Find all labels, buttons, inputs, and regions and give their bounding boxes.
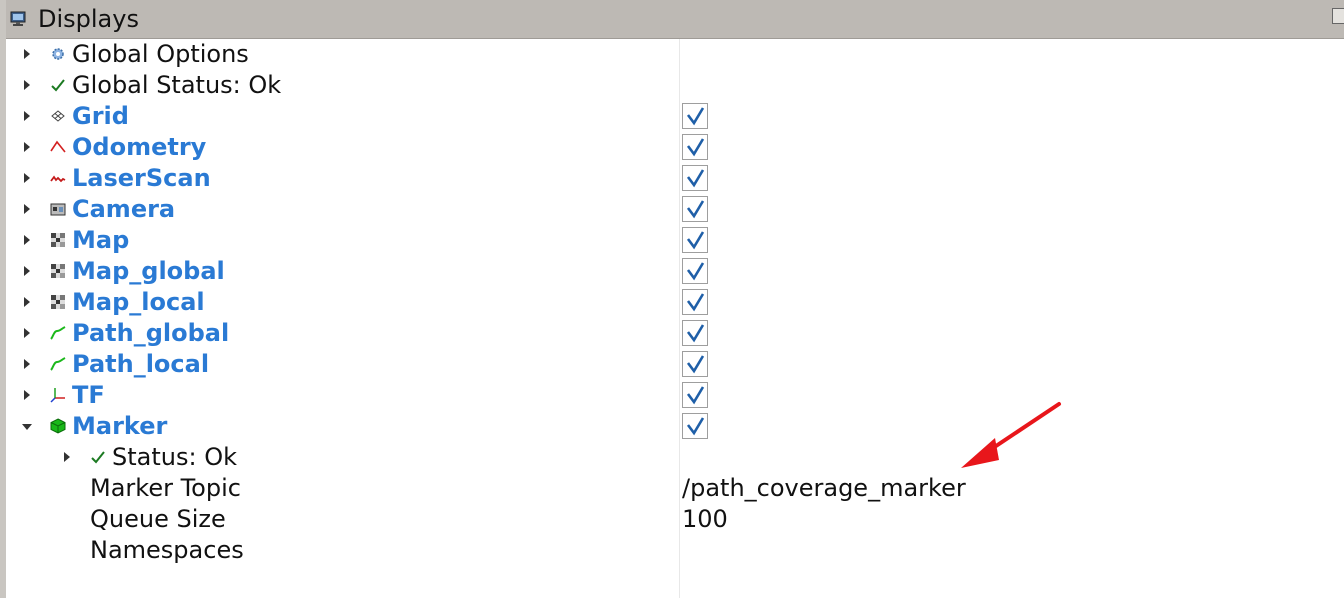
expand-arrow-icon[interactable]	[24, 297, 30, 307]
checkbox-check-icon	[686, 355, 705, 374]
tree-row-global-status[interactable]: Global Status: Ok	[6, 70, 1344, 101]
expand-arrow-icon[interactable]	[24, 328, 30, 338]
tree-row-label: Map	[72, 226, 130, 254]
tree-row-tf[interactable]: TF	[6, 380, 1344, 411]
tree-row-odometry[interactable]: Odometry	[6, 132, 1344, 163]
tree-row-label: Camera	[72, 195, 176, 223]
odometry-icon	[50, 140, 66, 153]
tree-row-grid[interactable]: Grid	[6, 101, 1344, 132]
expand-arrow-icon[interactable]	[24, 80, 30, 90]
enable-checkbox[interactable]	[682, 165, 708, 191]
tree-row-label: Odometry	[72, 133, 207, 161]
tree-row-label: Path_local	[72, 350, 210, 378]
gear-icon	[52, 48, 64, 60]
grid-icon	[51, 110, 65, 122]
camera-icon	[50, 203, 66, 216]
expand-arrow-icon[interactable]	[24, 142, 30, 152]
enable-checkbox[interactable]	[682, 258, 708, 284]
panel-title: Displays	[38, 5, 139, 33]
expand-arrow-icon[interactable]	[64, 452, 70, 462]
checkbox-check-icon	[686, 386, 705, 405]
tree-row-path-global[interactable]: Path_global	[6, 318, 1344, 349]
queue-size-value[interactable]: 100	[682, 505, 728, 533]
checkbox-check-icon	[686, 138, 705, 157]
enable-checkbox[interactable]	[682, 134, 708, 160]
expand-arrow-icon[interactable]	[24, 111, 30, 121]
enable-checkbox[interactable]	[682, 289, 708, 315]
path-icon	[50, 357, 66, 371]
expand-arrow-icon[interactable]	[24, 359, 30, 369]
checkbox-check-icon	[686, 417, 705, 436]
enable-checkbox[interactable]	[682, 103, 708, 129]
checkbox-check-icon	[686, 200, 705, 219]
checkbox-check-icon	[686, 107, 705, 126]
tree-row-marker-status[interactable]: Status: Ok	[6, 442, 1344, 473]
marker-topic-value[interactable]: /path_coverage_marker	[682, 474, 966, 502]
tree-row-laserscan[interactable]: LaserScan	[6, 163, 1344, 194]
checkmark-icon	[91, 451, 105, 464]
expand-arrow-icon[interactable]	[24, 173, 30, 183]
tree-row-camera[interactable]: Camera	[6, 194, 1344, 225]
tf-axes-icon	[50, 388, 65, 403]
expand-arrow-icon[interactable]	[24, 49, 30, 59]
tree-row-namespaces[interactable]: Namespaces	[6, 535, 1344, 566]
checkbox-check-icon	[686, 169, 705, 188]
enable-checkbox[interactable]	[682, 413, 708, 439]
property-label: Marker Topic	[90, 474, 241, 502]
map-icon	[51, 264, 65, 278]
annotation-arrow-icon	[961, 402, 1061, 468]
tree-row-global-options[interactable]: Global Options	[6, 39, 1344, 70]
marker-cube-icon	[50, 418, 66, 434]
tree-row-label: Global Options	[72, 40, 249, 68]
expand-arrow-icon[interactable]	[24, 235, 30, 245]
displays-tree: Global Options Global Status: Ok Grid Od…	[6, 39, 1344, 598]
path-icon	[50, 326, 66, 340]
enable-checkbox[interactable]	[682, 196, 708, 222]
tree-row-queue-size[interactable]: Queue Size 100	[6, 504, 1344, 535]
property-label: Namespaces	[90, 536, 244, 564]
checkmark-icon	[51, 79, 65, 92]
monitor-icon	[10, 11, 26, 26]
checkbox-check-icon	[686, 262, 705, 281]
tree-row-label: Global Status: Ok	[72, 71, 282, 99]
map-icon	[51, 295, 65, 309]
expand-arrow-icon[interactable]	[24, 204, 30, 214]
enable-checkbox[interactable]	[682, 351, 708, 377]
undock-button[interactable]	[1332, 8, 1344, 24]
tree-row-label: Status: Ok	[112, 443, 237, 471]
tree-row-label: Path_global	[72, 319, 230, 347]
tree-row-label: Marker	[72, 412, 168, 440]
tree-row-path-local[interactable]: Path_local	[6, 349, 1344, 380]
tree-row-label: Map_local	[72, 288, 205, 316]
property-label: Queue Size	[90, 505, 226, 533]
collapse-arrow-icon[interactable]	[22, 424, 32, 430]
checkbox-check-icon	[686, 324, 705, 343]
tree-row-map[interactable]: Map	[6, 225, 1344, 256]
expand-arrow-icon[interactable]	[24, 266, 30, 276]
enable-checkbox[interactable]	[682, 320, 708, 346]
tree-row-label: Map_global	[72, 257, 225, 285]
column-separator	[679, 39, 680, 598]
checkbox-check-icon	[686, 231, 705, 250]
tree-row-label: TF	[72, 381, 105, 409]
tree-row-marker-topic[interactable]: Marker Topic /path_coverage_marker	[6, 473, 1344, 504]
enable-checkbox[interactable]	[682, 227, 708, 253]
map-icon	[51, 233, 65, 247]
laserscan-icon	[50, 175, 66, 183]
displays-panel-titlebar: Displays	[6, 0, 1344, 39]
tree-row-map-local[interactable]: Map_local	[6, 287, 1344, 318]
checkbox-check-icon	[686, 293, 705, 312]
tree-row-label: LaserScan	[72, 164, 211, 192]
expand-arrow-icon[interactable]	[24, 390, 30, 400]
tree-row-marker[interactable]: Marker	[6, 411, 1344, 442]
tree-row-label: Grid	[72, 102, 129, 130]
enable-checkbox[interactable]	[682, 382, 708, 408]
tree-row-map-global[interactable]: Map_global	[6, 256, 1344, 287]
